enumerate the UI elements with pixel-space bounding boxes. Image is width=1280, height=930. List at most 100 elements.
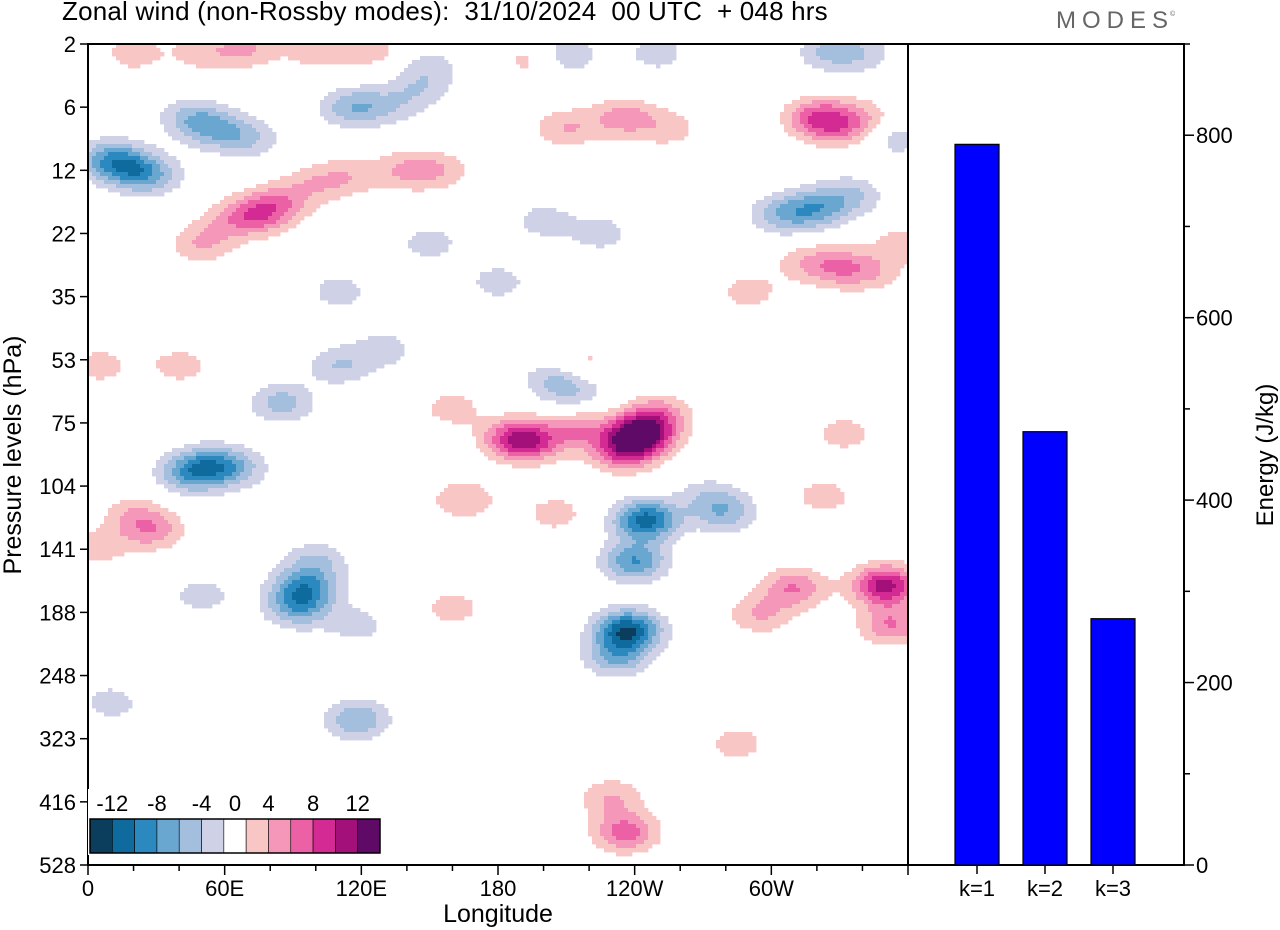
heatmap-cell [304, 176, 309, 181]
heatmap-cell [608, 232, 613, 237]
heatmap-cell [260, 408, 265, 413]
heatmap-cell [292, 188, 297, 193]
heatmap-cell [560, 388, 565, 393]
heatmap-cell [892, 140, 897, 145]
heatmap-cell [176, 48, 181, 53]
heatmap-cell [840, 276, 845, 281]
heatmap-cell [552, 384, 557, 389]
heatmap-cell [856, 428, 861, 433]
heatmap-cell [168, 180, 173, 185]
heatmap-cell [192, 224, 197, 229]
heatmap-cell [128, 156, 133, 161]
heatmap-cell [592, 236, 597, 241]
heatmap-cell [436, 72, 441, 77]
heatmap-cell [344, 280, 349, 285]
heatmap-cell [504, 280, 509, 285]
heatmap-cell [412, 160, 417, 165]
heatmap-cell [780, 216, 785, 221]
heatmap-cell [432, 176, 437, 181]
heatmap-cell [648, 132, 653, 137]
heatmap-cell [816, 44, 821, 49]
heatmap-cell [664, 396, 669, 401]
heatmap-cell [836, 188, 841, 193]
heatmap-cell [424, 96, 429, 101]
heatmap-cell [528, 224, 533, 229]
heatmap-cell [212, 104, 217, 109]
heatmap-cell [392, 96, 397, 101]
heatmap-cell [868, 60, 873, 65]
heatmap-cell [92, 364, 97, 369]
heatmap-cell [300, 56, 305, 61]
heatmap-cell [132, 168, 137, 173]
heatmap-cell [296, 188, 301, 193]
heatmap-cell [356, 92, 361, 97]
heatmap-cell [336, 176, 341, 181]
heatmap-cell [252, 220, 257, 225]
heatmap-cell [164, 184, 169, 189]
heatmap-cell [864, 256, 869, 261]
heatmap-cell [828, 116, 833, 121]
heatmap-cell [140, 152, 145, 157]
heatmap-cell [112, 152, 117, 157]
heatmap-cell [668, 116, 673, 121]
heatmap-cell [160, 120, 165, 125]
wind-heatmap [88, 44, 908, 857]
heatmap-cell [644, 52, 649, 57]
heatmap-cell [424, 56, 429, 61]
heatmap-cell [384, 112, 389, 117]
heatmap-cell [560, 48, 565, 53]
heatmap-cell [628, 112, 633, 117]
heatmap-cell [648, 56, 653, 61]
heatmap-cell [836, 440, 841, 445]
heatmap-cell [548, 380, 553, 385]
heatmap-cell [488, 444, 493, 449]
heatmap-cell [372, 340, 377, 345]
heatmap-cell [328, 116, 333, 121]
heatmap-cell [788, 256, 793, 261]
heatmap-cell [484, 444, 489, 449]
heatmap-cell [444, 88, 449, 93]
heatmap-cell [748, 300, 753, 305]
heatmap-cell [600, 428, 605, 433]
heatmap-cell [320, 292, 325, 297]
heatmap-cell [132, 60, 137, 65]
heatmap-cell [512, 280, 517, 285]
heatmap-cell [784, 208, 789, 213]
heatmap-cell [332, 116, 337, 121]
heatmap-cell [576, 392, 581, 397]
heatmap-cell [552, 136, 557, 141]
heatmap-cell [100, 176, 105, 181]
heatmap-cell [764, 200, 769, 205]
heatmap-cell [288, 416, 293, 421]
heatmap-cell [224, 212, 229, 217]
heatmap-cell [636, 132, 641, 137]
heatmap-cell [676, 404, 681, 409]
heatmap-cell [484, 416, 489, 421]
heatmap-cell [428, 172, 433, 177]
heatmap-cell [100, 168, 105, 173]
heatmap-cell [372, 52, 377, 57]
heatmap-cell [352, 48, 357, 53]
heatmap-cell [388, 172, 393, 177]
heatmap-cell [652, 112, 657, 117]
heatmap-cell [148, 160, 153, 165]
heatmap-cell [572, 380, 577, 385]
heatmap-cell [784, 112, 789, 117]
heatmap-cell [868, 200, 873, 205]
heatmap-cell [152, 160, 157, 165]
heatmap-cell [812, 116, 817, 121]
heatmap-cell [268, 136, 273, 141]
heatmap-cell [816, 264, 821, 269]
heatmap-cell [284, 44, 289, 49]
heatmap-cell [276, 208, 281, 213]
heatmap-cell [268, 200, 273, 205]
heatmap-cell [464, 412, 469, 417]
heatmap-cell [848, 204, 853, 209]
heatmap-cell [792, 260, 797, 265]
heatmap-cell [500, 284, 505, 289]
heatmap-cell [596, 440, 601, 445]
heatmap-cell [788, 108, 793, 113]
heatmap-cell [224, 104, 229, 109]
heatmap-cell [96, 144, 101, 149]
heatmap-cell [820, 48, 825, 53]
